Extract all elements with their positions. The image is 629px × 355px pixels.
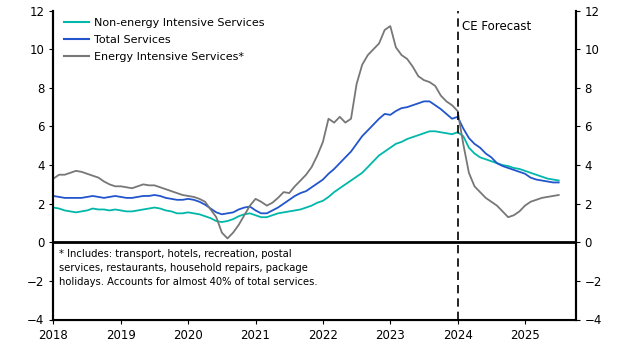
Text: * Includes: transport, hotels, recreation, postal
services, restaurants, househo: * Includes: transport, hotels, recreatio… <box>59 249 318 287</box>
Text: CE Forecast: CE Forecast <box>462 20 532 33</box>
Legend: Non-energy Intensive Services, Total Services, Energy Intensive Services*: Non-energy Intensive Services, Total Ser… <box>64 18 265 62</box>
